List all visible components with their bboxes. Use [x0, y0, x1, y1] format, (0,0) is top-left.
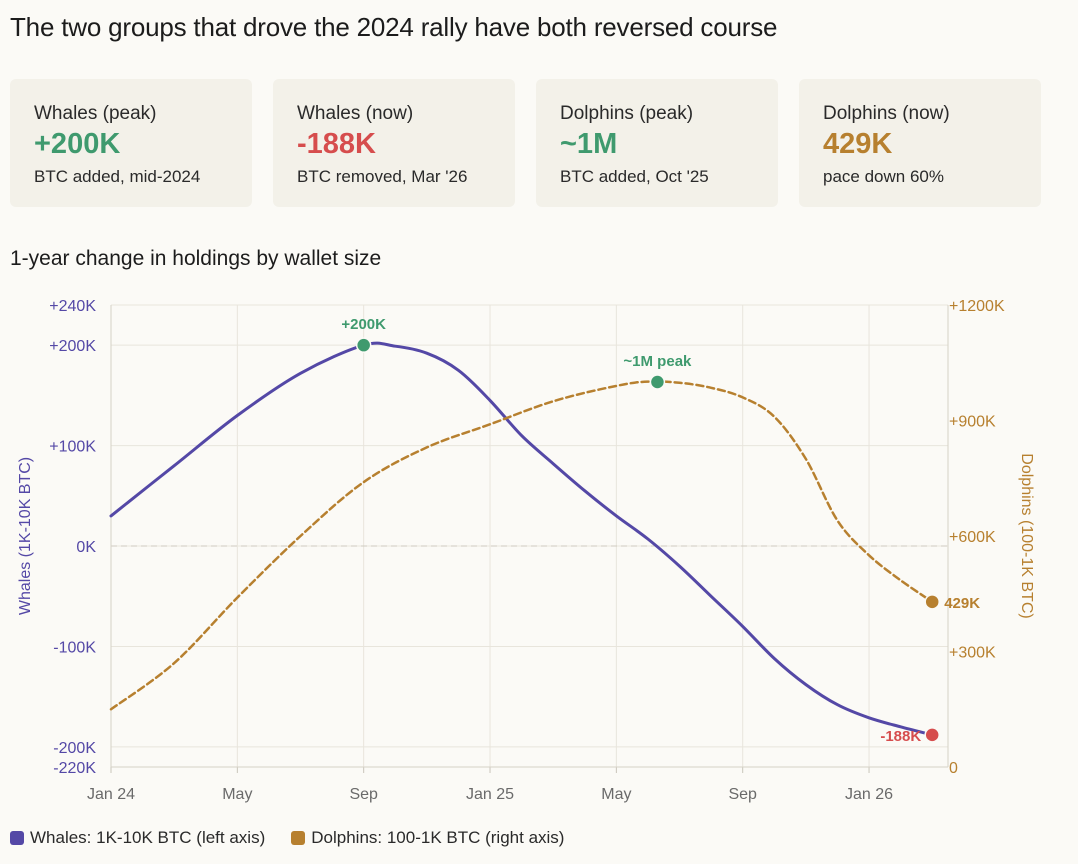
annotation-label: +200K — [341, 316, 386, 333]
card-sub: pace down 60% — [823, 167, 944, 186]
x-tick-label: Jan 26 — [845, 786, 893, 803]
x-tick-label: Jan 25 — [466, 786, 514, 803]
x-tick-label: Sep — [728, 786, 757, 803]
annotation-label: ~1M peak — [623, 353, 692, 370]
y-left-tick-label: +240K — [49, 298, 96, 315]
card-value: +200K — [34, 128, 121, 160]
card-whales-peak: Whales (peak) +200K BTC added, mid-2024 — [10, 79, 252, 207]
y-left-tick-label: +200K — [49, 338, 96, 355]
series-layer — [109, 341, 934, 737]
y-right-tick-label: +600K — [949, 529, 996, 546]
legend-label-dolphins: Dolphins: 100-1K BTC (right axis) — [311, 828, 565, 847]
chart-legend: Whales: 1K-10K BTC (left axis) Dolphins:… — [10, 826, 590, 850]
card-sub: BTC added, Oct '25 — [560, 167, 709, 186]
annotation-marker — [924, 594, 940, 610]
legend-item-dolphins: Dolphins: 100-1K BTC (right axis) — [291, 828, 564, 848]
card-dolphins-peak: Dolphins (peak) ~1M BTC added, Oct '25 — [536, 79, 778, 207]
series-line-dolphins — [109, 380, 934, 711]
y-right-axis-title: Dolphins (100-1K BTC) — [1018, 453, 1035, 618]
legend-swatch-dolphins — [291, 831, 306, 845]
y-right-tick-label: 0 — [949, 760, 958, 777]
x-tick-label: Jan 24 — [87, 786, 135, 803]
stat-cards: Whales (peak) +200K BTC added, mid-2024 … — [10, 79, 1045, 207]
y-right-tick-label: +900K — [949, 414, 996, 431]
legend-item-whales: Whales: 1K-10K BTC (left axis) — [10, 828, 265, 848]
y-left-axis-title: Whales (1K-10K BTC) — [17, 457, 34, 615]
chart-title: 1-year change in holdings by wallet size — [10, 247, 382, 270]
y-left-tick-label: -200K — [53, 740, 96, 757]
y-right-tick-label: +1200K — [949, 298, 1005, 315]
x-tick-label: May — [222, 786, 252, 803]
card-value: -188K — [297, 128, 376, 160]
x-tick-label: Sep — [349, 786, 378, 803]
legend-swatch-whales — [10, 831, 24, 845]
axis-layer: Jan 24 May Sep Jan 25 May Sep Jan 26 +240K +200K… — [17, 298, 1035, 803]
legend-label-whales: Whales: 1K-10K BTC (left axis) — [30, 828, 266, 847]
card-dolphins-now: Dolphins (now) 429K pace down 60% — [799, 79, 1041, 207]
card-value: ~1M — [560, 128, 618, 160]
y-left-tick-label: +100K — [49, 439, 96, 456]
card-whales-now: Whales (now) -188K BTC removed, Mar '26 — [273, 79, 515, 207]
page-title: The two groups that drove the 2024 rally… — [10, 12, 778, 42]
annotation-layer: +200K ~1M peak -188K 429K — [341, 316, 980, 745]
y-left-tick-label: 0K — [76, 539, 96, 556]
holdings-chart: Jan 24 May Sep Jan 25 May Sep Jan 26 +240K +200K… — [17, 298, 1035, 803]
series-line-whales — [109, 341, 934, 737]
card-label: Whales (peak) — [34, 103, 157, 124]
annotation-marker — [924, 727, 940, 743]
y-left-tick-label: -100K — [53, 639, 96, 656]
card-sub: BTC removed, Mar '26 — [297, 167, 468, 186]
y-right-tick-label: +300K — [949, 645, 996, 662]
card-sub: BTC added, mid-2024 — [34, 167, 201, 186]
x-tick-label: May — [601, 786, 631, 803]
annotation-marker — [649, 374, 666, 390]
card-label: Dolphins (peak) — [560, 103, 694, 124]
card-label: Dolphins (now) — [823, 103, 950, 124]
card-label: Whales (now) — [297, 103, 414, 124]
card-value: 429K — [823, 128, 893, 160]
annotation-label: -188K — [880, 728, 921, 745]
annotation-label: 429K — [944, 595, 980, 612]
y-left-tick-label: -220K — [53, 760, 96, 777]
annotation-marker — [355, 337, 372, 353]
